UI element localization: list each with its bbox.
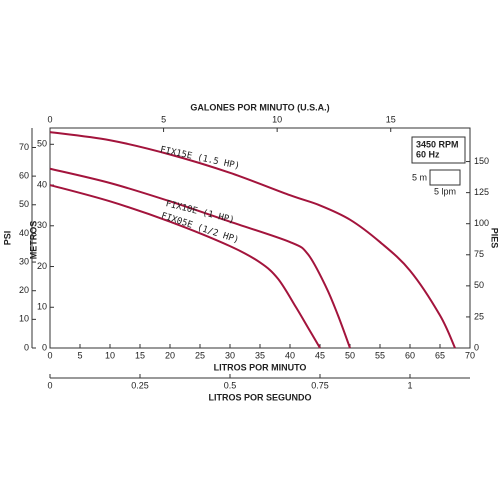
hz-label: 60 Hz (416, 149, 440, 159)
x-tick-label: 0 (47, 350, 52, 360)
gpm-tick-label: 10 (272, 114, 282, 124)
scale-x-label: 5 lpm (434, 186, 456, 196)
pies-tick-label: 0 (474, 342, 479, 352)
pies-tick-label: 50 (474, 280, 484, 290)
y-tick-label: 40 (37, 179, 47, 189)
lps-tick-label: 0.5 (224, 380, 237, 390)
gpm-tick-label: 15 (386, 114, 396, 124)
lps-axis-label: LITROS POR SEGUNDO (208, 392, 311, 402)
x-tick-label: 50 (345, 350, 355, 360)
gpm-axis-label: GALONES POR MINUTO (U.S.A.) (190, 102, 329, 112)
rpm-label: 3450 RPM (416, 139, 459, 149)
x-tick-label: 40 (285, 350, 295, 360)
psi-tick-label: 10 (19, 314, 29, 324)
psi-tick-label: 40 (19, 228, 29, 238)
x-tick-label: 55 (375, 350, 385, 360)
x-tick-label: 5 (77, 350, 82, 360)
lps-tick-label: 0.25 (131, 380, 149, 390)
scale-box (429, 169, 461, 186)
psi-tick-label: 50 (19, 199, 29, 209)
y-tick-label: 30 (37, 220, 47, 230)
lps-tick-label: 0 (47, 380, 52, 390)
pump-curve (49, 167, 351, 349)
y-tick-label: 50 (37, 139, 47, 149)
psi-tick-label: 70 (19, 142, 29, 152)
psi-axis-label: PSI (2, 231, 12, 246)
pump-curve (49, 184, 321, 349)
scale-y-label: 5 m (412, 172, 427, 182)
pies-axis-label: PIES (490, 228, 500, 249)
x-tick-label: 20 (165, 350, 175, 360)
pies-tick-label: 25 (474, 311, 484, 321)
gpm-tick-label: 5 (161, 114, 166, 124)
pies-tick-label: 150 (474, 156, 489, 166)
pies-tick-label: 125 (474, 187, 489, 197)
psi-tick-label: 0 (24, 342, 29, 352)
x-tick-label: 15 (135, 350, 145, 360)
x-tick-label: 70 (465, 350, 475, 360)
x-tick-label: 45 (315, 350, 325, 360)
gpm-tick-label: 0 (47, 114, 52, 124)
y-tick-label: 20 (37, 261, 47, 271)
y-axis-label: METROS (28, 221, 38, 260)
lps-tick-label: 0.75 (311, 380, 329, 390)
x-tick-label: 60 (405, 350, 415, 360)
psi-tick-label: 60 (19, 171, 29, 181)
x-tick-label: 10 (105, 350, 115, 360)
pies-tick-label: 75 (474, 249, 484, 259)
annotation-box (411, 136, 466, 164)
lps-tick-label: 1 (407, 380, 412, 390)
y-tick-label: 0 (42, 342, 47, 352)
x-tick-label: 25 (195, 350, 205, 360)
psi-tick-label: 20 (19, 285, 29, 295)
y-tick-label: 10 (37, 302, 47, 312)
x-tick-label: 65 (435, 350, 445, 360)
x-tick-label: 35 (255, 350, 265, 360)
x-axis-label: LITROS POR MINUTO (214, 362, 307, 372)
pump-curve (49, 131, 456, 349)
pies-tick-label: 100 (474, 218, 489, 228)
x-tick-label: 30 (225, 350, 235, 360)
psi-tick-label: 30 (19, 256, 29, 266)
